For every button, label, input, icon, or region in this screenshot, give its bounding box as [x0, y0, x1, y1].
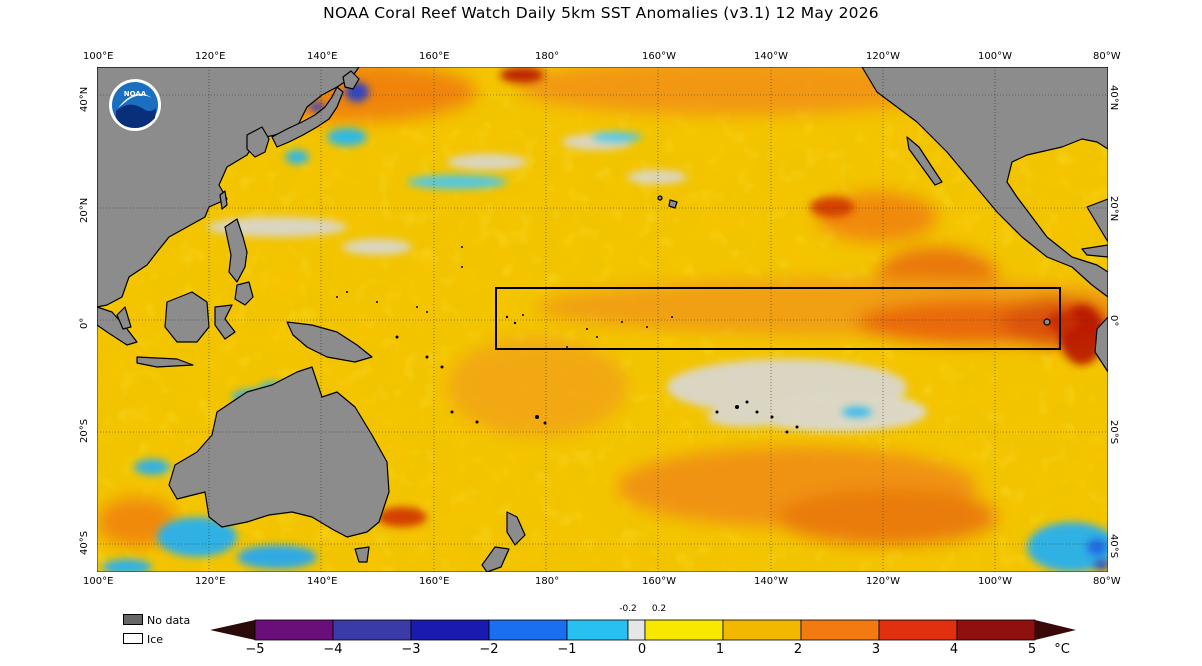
lon-label-100w: 100°W	[978, 51, 1012, 62]
land-masses	[97, 67, 1108, 572]
ice-swatch	[123, 633, 143, 644]
lon-label-120w: 120°W	[866, 51, 900, 62]
lon-label-140e: 140°E	[307, 576, 338, 587]
lon-label-100e: 100°E	[83, 51, 114, 62]
lat-label-20n: 20°N	[79, 197, 90, 223]
lon-label-120e: 120°E	[195, 576, 226, 587]
no-data-label: No data	[147, 614, 191, 627]
colorbar-tick-minus4: −4	[323, 642, 343, 657]
colorbar-tick-5: 5	[1027, 642, 1037, 657]
lon-label-160e: 160°E	[419, 576, 450, 587]
lon-label-160w: 160°W	[642, 51, 676, 62]
colorbar-tick-0: 0	[637, 642, 647, 657]
colorbar-tick-1: 1	[715, 642, 725, 657]
colorbar-tick-neg02: -0.2	[619, 604, 637, 614]
lon-label-140w: 140°W	[754, 576, 788, 587]
lat-label-20s: 20°S	[79, 418, 90, 443]
lon-label-160e: 160°E	[419, 51, 450, 62]
colorbar-tick-minus3: −3	[401, 642, 421, 657]
lon-label-180: 180°	[535, 576, 560, 587]
lat-label-20n: 20°N	[1108, 196, 1119, 222]
lon-label-140e: 140°E	[307, 51, 338, 62]
lon-label-120e: 120°E	[195, 51, 226, 62]
neutral-anomalies	[207, 134, 927, 432]
lon-label-140w: 140°W	[754, 51, 788, 62]
nino-region-box	[495, 287, 1061, 350]
colorbar-tick-2: 2	[793, 642, 803, 657]
colorbar-unit: °C	[1054, 642, 1070, 657]
ice-label: Ice	[147, 633, 164, 646]
lat-label-40s: 40°S	[79, 530, 90, 555]
lat-label-40n: 40°N	[79, 86, 90, 112]
lat-label-0: 0°	[1108, 315, 1119, 327]
lon-label-80w: 80°W	[1093, 576, 1121, 587]
lat-label-20s: 20°S	[1108, 420, 1119, 445]
noaa-logo: NOAA	[109, 79, 161, 131]
lon-label-160w: 160°W	[642, 576, 676, 587]
colorbar-tick-minus1: −1	[557, 642, 577, 657]
map-title: NOAA Coral Reef Watch Daily 5km SST Anom…	[323, 4, 879, 22]
colorbar-tick-3: 3	[871, 642, 881, 657]
lon-label-180: 180°	[535, 51, 560, 62]
lat-label-40s: 40°S	[1108, 534, 1119, 559]
lat-label-40n: 40°N	[1108, 85, 1119, 111]
sst-anomaly-map: NOAA	[97, 67, 1108, 572]
colorbar-tick-4: 4	[949, 642, 959, 657]
lon-label-100w: 100°W	[978, 576, 1012, 587]
no-data-swatch	[123, 614, 143, 625]
colorbar-tick-minus2: −2	[479, 642, 499, 657]
colorbar-tick-minus5: −5	[245, 642, 265, 657]
svg-text:NOAA: NOAA	[124, 90, 147, 98]
lon-label-100e: 100°E	[83, 576, 114, 587]
graticule	[97, 67, 1108, 572]
lat-label-0: 0°	[79, 317, 90, 329]
colorbar	[210, 619, 1076, 641]
pacific-islands	[336, 246, 799, 434]
lon-label-120w: 120°W	[866, 576, 900, 587]
lon-label-80w: 80°W	[1093, 51, 1121, 62]
colorbar-tick-pos02: 0.2	[651, 604, 667, 614]
